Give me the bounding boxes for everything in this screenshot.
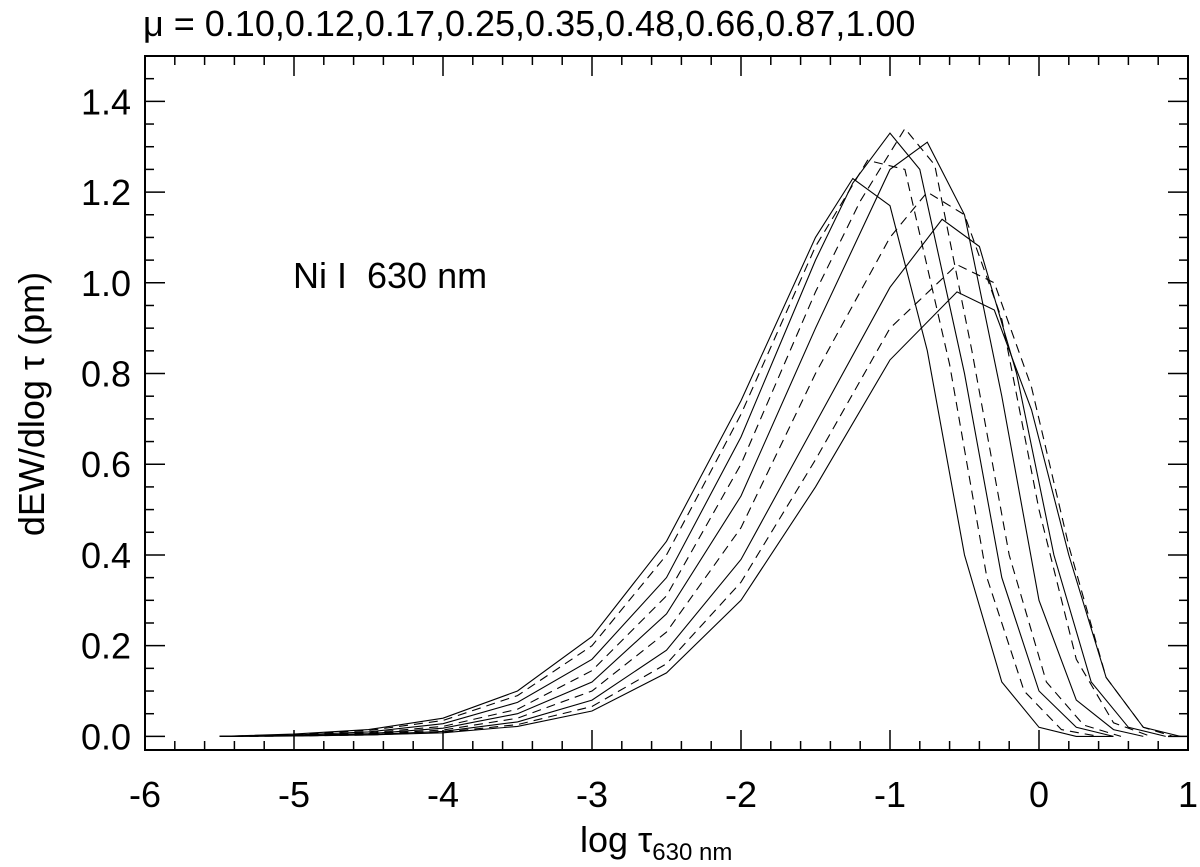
series-line-6 (219, 191, 1151, 737)
x-axis-label-subscript: 630 nm (652, 839, 732, 866)
y-tick-label: 0.0 (81, 716, 131, 757)
y-tick-label: 0.6 (81, 444, 131, 485)
series-line-4 (219, 127, 1122, 737)
series-lines (219, 127, 1181, 737)
x-tick-label: 0 (1029, 774, 1049, 815)
x-tick-labels: -6 -5 -4 -3 -2 -1 0 1 (129, 774, 1198, 815)
series-line-1 (219, 177, 1114, 737)
series-line-9 (219, 291, 1181, 737)
y-tick-labels: 0.0 0.2 0.4 0.6 0.8 1.0 1.2 1.4 (81, 81, 131, 757)
x-tick-label: -6 (129, 774, 161, 815)
y-axis-label: dEW/dlog τ (pm) (11, 272, 52, 536)
x-tick-label: -1 (874, 774, 906, 815)
series-line-7 (219, 218, 1166, 737)
x-tick-label: -2 (725, 774, 757, 815)
series-line-2 (219, 159, 1099, 737)
axis-ticks (144, 56, 1189, 750)
y-tick-label: 0.4 (81, 535, 131, 576)
line-annotation: Ni I 630 nm (293, 255, 487, 296)
chart-title: μ = 0.10,0.12,0.17,0.25,0.35,0.48,0.66,0… (143, 3, 915, 44)
x-tick-label: -5 (278, 774, 310, 815)
y-tick-label: 1.0 (81, 263, 131, 304)
y-tick-label: 0.8 (81, 354, 131, 395)
series-line-5 (219, 141, 1144, 737)
x-axis-label: log τ630 nm (580, 819, 732, 866)
y-tick-label: 1.2 (81, 172, 131, 213)
plot-frame (144, 55, 1189, 751)
y-tick-label: 1.4 (81, 81, 131, 122)
x-axis-label-main: log τ (580, 819, 652, 860)
x-tick-label: 1 (1178, 774, 1198, 815)
y-tick-label: 0.2 (81, 626, 131, 667)
x-tick-label: -3 (576, 774, 608, 815)
x-tick-label: -4 (427, 774, 459, 815)
series-line-8 (219, 264, 1174, 737)
series-line-3 (219, 132, 1114, 737)
